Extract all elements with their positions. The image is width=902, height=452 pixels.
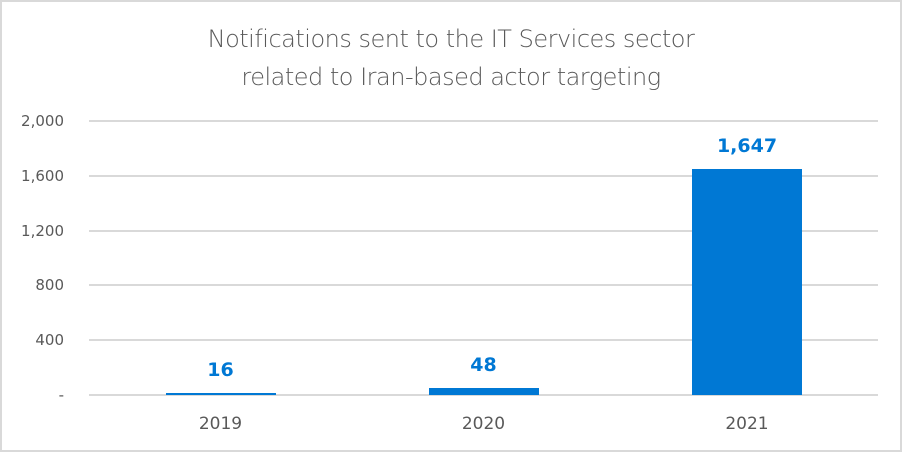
gridline: [89, 284, 878, 287]
y-tick-label: 1,600: [21, 166, 64, 185]
x-tick-label: 2020: [461, 414, 506, 434]
data-label: 16: [207, 358, 234, 381]
gridline: [89, 394, 878, 396]
y-tick-label: -: [58, 386, 64, 404]
gridline: [89, 229, 878, 232]
chart-title-line-2: related to Iran-based actor targeting: [241, 63, 661, 91]
chart-title-line-1: Notifications sent to the IT Services se…: [207, 25, 695, 53]
bar-2021: [692, 169, 802, 395]
data-label: 48: [470, 354, 497, 377]
x-tick-label: 2019: [198, 414, 243, 434]
gridline: [89, 339, 878, 342]
y-tick-label: 2,000: [21, 112, 64, 130]
gridline: [89, 174, 878, 177]
bar-2020: [428, 388, 539, 395]
gridline: [89, 120, 878, 122]
y-tick-label: 1,200: [21, 221, 64, 240]
y-tick-label: 400: [35, 331, 64, 350]
bar-2019: [165, 392, 276, 395]
chart-title: Notifications sent to the IT Services se…: [0, 20, 902, 96]
data-label: 1,647: [716, 135, 778, 158]
y-tick-label: 800: [35, 276, 64, 295]
x-tick-label: 2021: [725, 414, 769, 434]
